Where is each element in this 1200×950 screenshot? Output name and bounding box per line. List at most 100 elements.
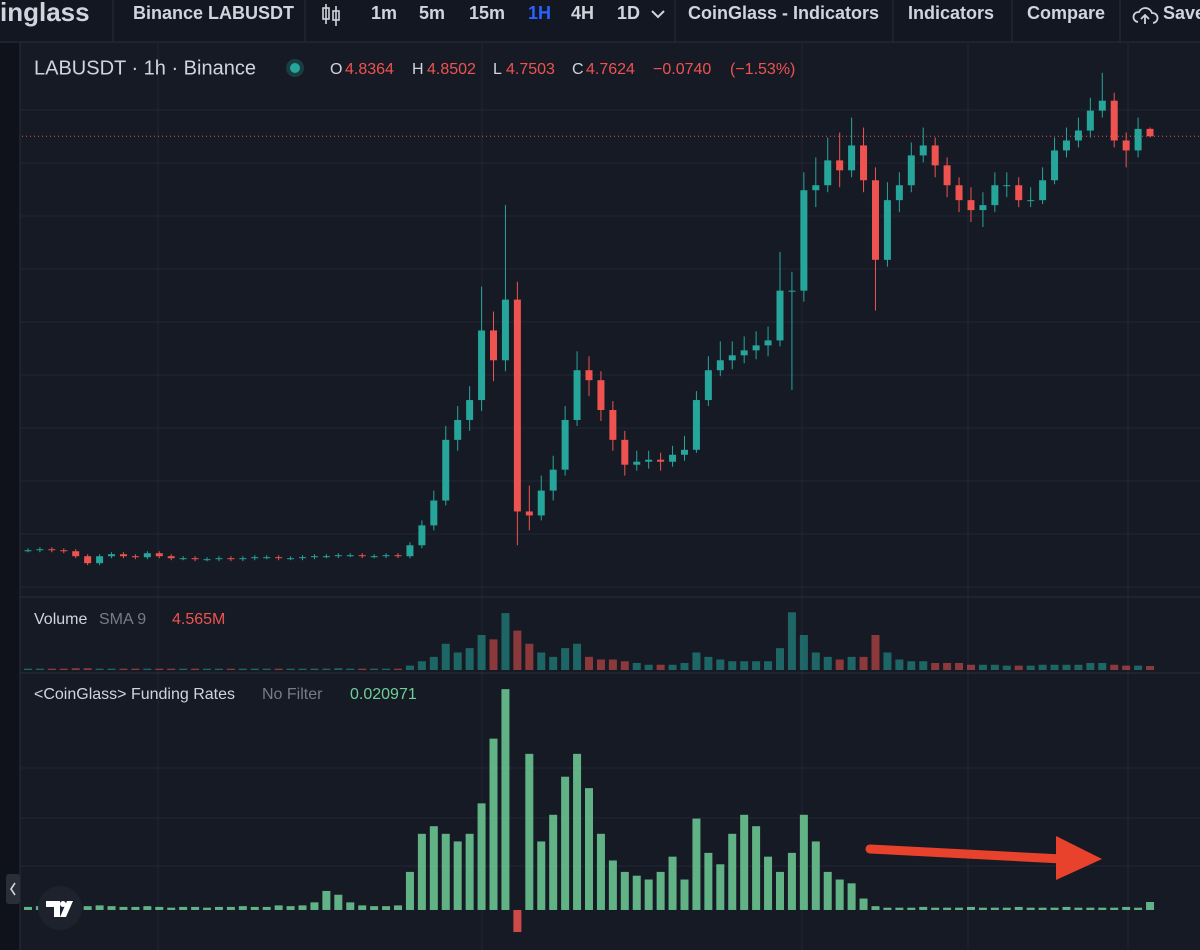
candle-body <box>430 500 438 526</box>
volume-bar <box>561 648 570 670</box>
volume-bar <box>191 668 200 670</box>
funding-bar <box>740 814 749 910</box>
market-status <box>290 63 300 73</box>
volume-bar <box>298 668 307 670</box>
candle-body <box>418 525 426 546</box>
collapse-button[interactable] <box>6 874 20 904</box>
volume-bar <box>752 661 761 670</box>
funding-bar <box>1146 901 1155 910</box>
save-icon[interactable] <box>1132 7 1159 24</box>
candle-body <box>645 459 653 462</box>
ohlc-letter: C <box>572 61 584 78</box>
save-button[interactable]: Save <box>1163 3 1200 23</box>
volume-bar <box>823 656 832 670</box>
volume-bar <box>83 668 92 670</box>
candle-body <box>943 165 951 186</box>
volume-bar <box>1002 665 1011 670</box>
funding-bar <box>680 879 689 910</box>
candle-body <box>633 461 641 465</box>
change-percent: (−1.53%) <box>730 61 795 78</box>
volume-bar <box>847 656 856 670</box>
candle-body <box>621 439 629 465</box>
volume-bar <box>871 635 880 670</box>
candle-body <box>848 145 856 171</box>
volume-bar <box>585 656 593 670</box>
funding-bar <box>226 906 235 910</box>
compare-button[interactable]: Compare <box>1027 3 1105 23</box>
volume-bar <box>238 668 247 670</box>
volume-last-value: 4.565M <box>172 611 225 628</box>
candle-body <box>979 205 987 211</box>
volume-bar <box>1062 664 1071 670</box>
interval-button[interactable]: 4H <box>571 3 594 23</box>
volume-bar <box>346 668 355 670</box>
funding-bar <box>990 907 999 910</box>
candle-body <box>1146 128 1154 137</box>
funding-bar <box>620 871 629 910</box>
volume-bar <box>775 648 784 670</box>
interval-button[interactable]: 5m <box>419 3 445 23</box>
funding-bar <box>214 906 223 910</box>
candle-body <box>1110 100 1118 141</box>
indicators-templates-button[interactable]: CoinGlass - Indicators <box>688 3 879 23</box>
candle-body <box>179 558 187 560</box>
volume-bar <box>286 668 295 670</box>
tradingview-logo[interactable] <box>38 886 82 930</box>
interval-button[interactable]: 1m <box>371 3 397 23</box>
funding-bar <box>370 906 379 910</box>
interval-button[interactable]: 1H <box>528 3 551 23</box>
funding-bar <box>823 871 832 910</box>
volume-bar <box>1134 665 1143 670</box>
funding-bar <box>537 841 546 910</box>
annotation-arrow <box>865 836 1102 880</box>
brand[interactable]: inglass <box>0 0 90 27</box>
interval-button[interactable]: 1D <box>617 3 640 23</box>
funding-bar <box>931 907 940 910</box>
change-value: −0.0740 <box>653 61 711 78</box>
volume-bar <box>35 668 44 670</box>
candle-body <box>824 160 832 186</box>
candle-body <box>752 345 760 351</box>
volume-bar <box>71 668 80 670</box>
candle-body <box>346 555 354 557</box>
candle-body <box>84 556 92 564</box>
candle-body <box>490 330 498 361</box>
candle-body <box>907 155 915 186</box>
candle-body <box>96 556 104 564</box>
candle-body <box>692 400 700 450</box>
funding-bar <box>585 788 593 910</box>
candle-body <box>895 185 903 201</box>
symbol-button[interactable]: Binance LABUSDT <box>133 3 294 23</box>
ohlc-value: 4.8502 <box>427 61 476 78</box>
funding-bar <box>405 871 414 910</box>
volume-bar <box>919 661 928 670</box>
interval-dropdown[interactable] <box>651 10 665 19</box>
marks <box>22 72 1200 933</box>
volume-bar <box>417 661 426 670</box>
volume-bar <box>596 659 605 670</box>
candle-body <box>442 439 450 501</box>
volume-bar <box>895 659 904 670</box>
interval-button[interactable]: 15m <box>469 3 505 23</box>
candle-body <box>358 555 366 557</box>
volume-bar <box>95 668 104 670</box>
candle-body <box>167 556 175 559</box>
candle-body <box>1074 130 1082 141</box>
funding-bar <box>143 906 152 910</box>
indicators-button[interactable]: Indicators <box>908 3 994 23</box>
volume-bar <box>537 652 546 670</box>
candle-body <box>1098 100 1106 111</box>
ohlc-letter: O <box>330 61 342 78</box>
funding-subtitle: No Filter <box>262 686 323 703</box>
candle-body <box>1027 200 1035 202</box>
chart-type-icon[interactable] <box>322 4 340 26</box>
volume-bar <box>334 668 343 670</box>
funding-bar <box>23 906 32 910</box>
candle-body <box>764 340 772 346</box>
funding-bar <box>286 906 295 910</box>
volume-bar <box>978 664 987 670</box>
funding-bar <box>596 833 605 910</box>
funding-bar <box>978 907 987 910</box>
candle-body <box>215 558 223 560</box>
